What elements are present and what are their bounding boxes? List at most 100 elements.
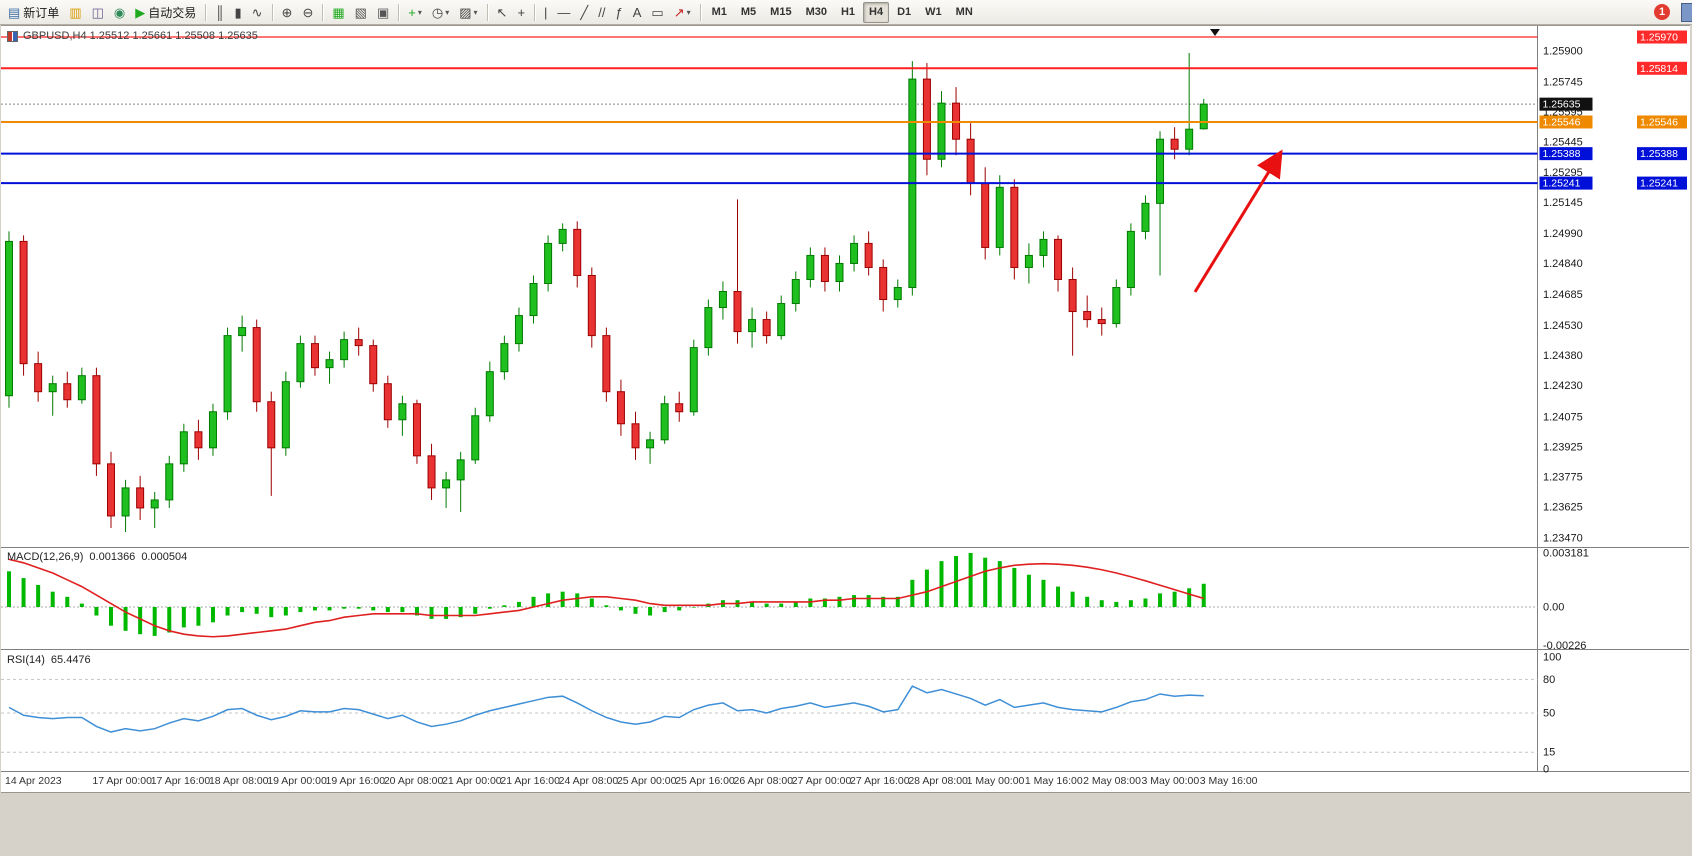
timeframe-h4-button[interactable]: H4 <box>863 1 890 23</box>
auto-trading-button[interactable]: ▶ 自动交易 <box>131 1 200 24</box>
macd-bar <box>123 607 128 631</box>
candle <box>281 381 290 449</box>
candlestick-button[interactable]: ▮ <box>230 1 245 24</box>
arrange-windows-button[interactable]: ▣ <box>373 1 393 24</box>
line-chart-button[interactable]: ∿ <box>248 1 267 24</box>
chart-canvas[interactable]: 1.259001.257451.255951.254451.252951.251… <box>1 26 1690 792</box>
candle <box>573 228 582 276</box>
candle <box>514 315 523 345</box>
clipped-toolbar-icon[interactable] <box>1681 3 1692 22</box>
macd-bar <box>924 569 929 607</box>
time-label: 25 Apr 16:00 <box>675 775 735 787</box>
macd-bar <box>1041 579 1046 607</box>
timeframe-m5-button[interactable]: M5 <box>740 6 757 18</box>
indicators-button[interactable]: + ▾ <box>404 1 426 24</box>
trend-arrow[interactable] <box>1193 149 1283 293</box>
cursor-button[interactable]: ↖ <box>493 1 512 24</box>
label-button[interactable]: ▭ <box>647 1 667 24</box>
arrows-button[interactable]: ↗ ▾ <box>670 1 695 24</box>
macd-bar <box>298 607 303 613</box>
edge-price-tag-text: 1.25814 <box>1640 63 1678 75</box>
timeframe-d1-button[interactable]: D1 <box>897 6 912 18</box>
candle <box>1199 103 1208 130</box>
channel-icon: // <box>598 4 606 20</box>
timeframe-w1-button[interactable]: W1 <box>925 6 942 18</box>
candle <box>850 242 859 264</box>
candle <box>704 307 713 349</box>
channel-button[interactable]: // <box>594 1 609 24</box>
macd-bar <box>910 579 915 607</box>
price-tick-label: 1.23775 <box>1543 471 1583 483</box>
zoom-out-button[interactable]: ⊖ <box>298 1 317 24</box>
macd-bar <box>1201 583 1206 607</box>
data-window-button[interactable]: ◉ <box>110 1 129 24</box>
candle <box>267 401 276 449</box>
candle <box>485 371 494 417</box>
price-tick-label: 1.25295 <box>1543 167 1583 179</box>
vertical-line-button[interactable]: | <box>540 1 551 24</box>
profiles-button[interactable]: ◫ <box>88 1 108 24</box>
fibonacci-button[interactable]: ƒ <box>611 1 626 24</box>
macd-bar <box>210 607 215 623</box>
price-tick-label: 1.23625 <box>1543 501 1583 513</box>
macd-bar <box>444 607 449 619</box>
trendline-icon: ╱ <box>580 4 589 20</box>
macd-bar <box>560 591 565 607</box>
candle <box>922 78 931 160</box>
candle <box>748 319 757 333</box>
macd-bar <box>939 561 944 607</box>
clock-icon: ◷ <box>431 4 444 20</box>
cascade-windows-button[interactable]: ▧ <box>351 1 371 24</box>
crosshair-button[interactable]: + <box>513 1 529 24</box>
time-label: 1 May 16:00 <box>1025 775 1083 787</box>
templates-button[interactable]: ▨ ▾ <box>455 1 481 24</box>
time-label: 2 May 08:00 <box>1083 775 1141 787</box>
macd-bar <box>458 607 463 618</box>
horizontal-line-button[interactable]: — <box>553 1 574 24</box>
time-label: 14 Apr 2023 <box>5 775 62 787</box>
tile-windows-button[interactable]: ▦ <box>328 1 348 24</box>
price-tag <box>1539 147 1593 161</box>
candle <box>646 439 655 449</box>
text-button[interactable]: A <box>629 1 646 24</box>
new-chart-button[interactable]: ▥ <box>65 1 85 24</box>
timeframe-mn-button[interactable]: MN <box>955 6 973 18</box>
candle <box>762 319 771 337</box>
macd-bar <box>1099 600 1104 607</box>
macd-bar <box>793 601 798 607</box>
candle <box>165 463 174 501</box>
notification-badge[interactable]: 1 <box>1654 4 1670 20</box>
crosshair-icon: + <box>517 4 526 20</box>
edge-price-tag-text: 1.25241 <box>1640 178 1678 190</box>
candle <box>1010 186 1019 268</box>
timeframe-m30-button[interactable]: M30 <box>805 6 827 18</box>
periods-button[interactable]: ◷ ▾ <box>428 1 453 24</box>
text-label-icon: ▭ <box>651 4 664 20</box>
trendline-button[interactable]: ╱ <box>576 1 592 24</box>
macd-bar <box>1085 596 1090 607</box>
candle <box>1126 230 1135 289</box>
arrow-objects-icon: ↗ <box>673 4 685 20</box>
macd-scale-label: 0.00 <box>1543 602 1564 614</box>
macd-bar <box>327 607 332 611</box>
macd-bar <box>618 607 623 611</box>
edge-price-tag <box>1637 147 1687 161</box>
timeframe-h1-button[interactable]: H1 <box>840 6 856 18</box>
new-order-button[interactable]: ▤ 新订单 <box>4 1 63 24</box>
macd-bar <box>881 596 886 607</box>
macd-bar <box>968 552 973 607</box>
zoom-in-button[interactable]: ⊕ <box>278 1 297 24</box>
candle <box>893 287 902 301</box>
timeframe-m1-button[interactable]: M1 <box>711 6 727 18</box>
candle <box>966 138 975 184</box>
candle <box>1024 254 1033 268</box>
bar-chart-button[interactable]: ║ <box>211 1 228 24</box>
time-label: 28 Apr 08:00 <box>908 775 968 787</box>
rsi-scale-label: 0 <box>1543 764 1549 776</box>
macd-bar <box>662 607 667 613</box>
candle <box>660 403 669 441</box>
timeframe-m15-button[interactable]: M15 <box>770 6 792 18</box>
time-label: 1 May 00:00 <box>967 775 1025 787</box>
macd-bar <box>181 607 186 628</box>
macd-bar <box>138 607 143 635</box>
